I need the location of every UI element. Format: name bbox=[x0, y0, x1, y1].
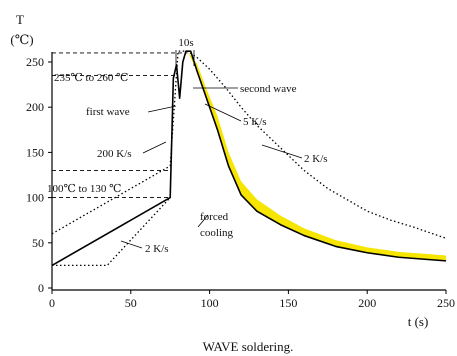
annotation-duration: 10s bbox=[178, 37, 193, 49]
y-tick-label-100: 100 bbox=[26, 191, 44, 205]
reference-lines bbox=[52, 52, 188, 199]
leader-rate-200 bbox=[142, 141, 167, 154]
chart-caption: WAVE soldering. bbox=[203, 339, 294, 354]
series-lines bbox=[51, 50, 447, 267]
series-line-2 bbox=[52, 197, 171, 267]
y-tick-label-250: 250 bbox=[26, 55, 44, 69]
x-tick-label-150: 150 bbox=[279, 296, 297, 310]
annotation-preheat-range: 100℃ to 130 ℃ bbox=[47, 183, 121, 195]
annotation-rate-5: 5 K/s bbox=[243, 116, 267, 128]
x-tick-label-0: 0 bbox=[49, 296, 55, 310]
annotation-cooling: cooling bbox=[200, 227, 233, 239]
x-tick-label-200: 200 bbox=[358, 296, 376, 310]
leader-rate-2-left bbox=[120, 240, 143, 249]
leader-rate-5 bbox=[204, 103, 242, 122]
annotations: 10s 235℃ to 260 ℃ first wave second wave… bbox=[47, 37, 328, 255]
x-tick-label-250: 250 bbox=[437, 296, 455, 310]
leader-first-wave bbox=[147, 105, 177, 113]
x-axis-title: t (s) bbox=[408, 314, 429, 329]
annotation-second-wave: second wave bbox=[240, 83, 297, 95]
x-tick-label-50: 50 bbox=[125, 296, 137, 310]
y-tick-label-150: 150 bbox=[26, 145, 44, 159]
annotation-peak-range: 235℃ to 260 ℃ bbox=[54, 72, 128, 84]
axes: 0 50 100 150 200 250 0 50 100 150 200 250 bbox=[26, 52, 455, 310]
y-tick-label-0: 0 bbox=[38, 281, 44, 295]
leader-forced-cooling bbox=[197, 214, 209, 228]
x-tick-label-100: 100 bbox=[201, 296, 219, 310]
y-axis-title: T bbox=[16, 12, 24, 27]
y-axis-unit: (℃) bbox=[10, 32, 33, 47]
leader-rate-2-right bbox=[261, 144, 303, 159]
annotation-first-wave: first wave bbox=[86, 106, 130, 118]
y-tick-label-50: 50 bbox=[32, 236, 44, 250]
annotation-rate-2-left: 2 K/s bbox=[145, 243, 169, 255]
y-tick-label-200: 200 bbox=[26, 100, 44, 114]
leader-lines bbox=[120, 50, 303, 249]
annotation-rate-2-right: 2 K/s bbox=[304, 153, 328, 165]
annotation-rate-200: 200 K/s bbox=[97, 148, 132, 160]
annotation-forced: forced bbox=[200, 211, 229, 223]
